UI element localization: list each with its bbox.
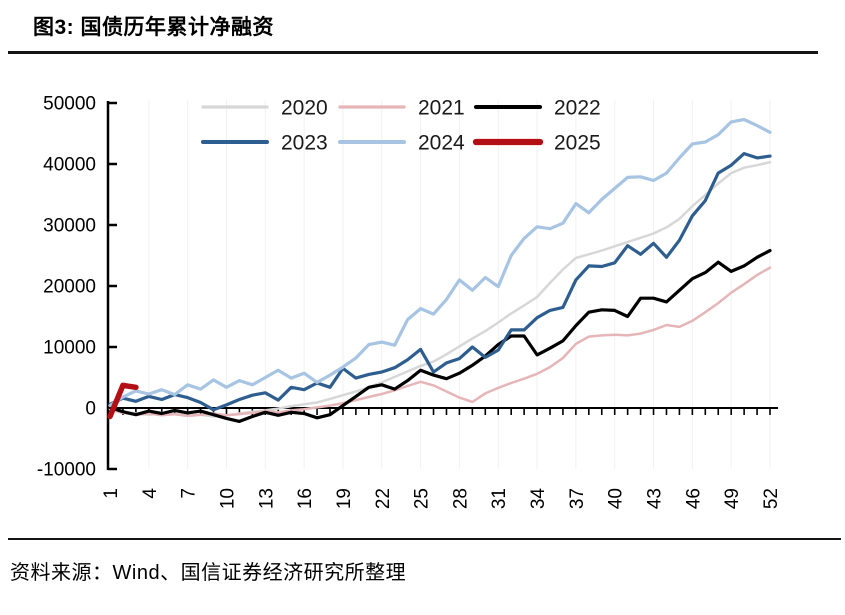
- y-axis-label: 20000: [43, 277, 96, 298]
- x-axis-label: 19: [334, 488, 355, 509]
- x-axis-label: 16: [295, 488, 316, 509]
- x-axis-label: 7: [179, 488, 200, 499]
- x-axis-label: 52: [761, 488, 782, 509]
- legend-label-2024: 2024: [418, 132, 465, 155]
- x-axis-label: 10: [217, 488, 238, 509]
- y-axis-label: 50000: [43, 94, 96, 115]
- series-line-2024: [108, 117, 772, 408]
- legend-label-2023: 2023: [281, 132, 328, 155]
- x-axis-label: 37: [567, 488, 588, 509]
- x-axis-label: 43: [645, 488, 666, 509]
- y-axis-label: 40000: [43, 155, 96, 176]
- legend-label-2021: 2021: [418, 97, 465, 120]
- x-axis-label: 28: [450, 488, 471, 509]
- x-axis-label: 13: [256, 488, 277, 509]
- y-axis-label: -10000: [37, 460, 96, 481]
- legend-label-2022: 2022: [554, 97, 601, 120]
- series-line-2023: [108, 152, 772, 412]
- x-axis-label: 4: [140, 488, 161, 499]
- y-axis-label: 10000: [43, 338, 96, 359]
- title-divider-line: [8, 51, 818, 54]
- x-axis-label: 46: [683, 488, 704, 509]
- y-axis-label: 0: [85, 399, 96, 420]
- legend-label-2020: 2020: [281, 97, 328, 120]
- x-axis-label: 40: [606, 488, 627, 509]
- x-axis-label: 31: [489, 488, 510, 509]
- x-axis-label: 1: [101, 488, 122, 499]
- x-axis-label: 49: [722, 488, 743, 509]
- footer-divider-line: [8, 538, 841, 540]
- y-axis-label: 30000: [43, 216, 96, 237]
- series-line-2022: [108, 249, 772, 423]
- x-axis-label: 25: [412, 488, 433, 509]
- legend-label-2025: 2025: [554, 132, 601, 155]
- source-note: 资料来源：Wind、国信证券经济研究所整理: [10, 562, 407, 584]
- figure-title: 图3: 国债历年累计净融资: [33, 16, 275, 39]
- x-axis-label: 34: [528, 488, 549, 510]
- series-line-2021: [108, 266, 772, 418]
- x-axis-label: 22: [373, 488, 394, 509]
- series-line-2025: [107, 382, 139, 420]
